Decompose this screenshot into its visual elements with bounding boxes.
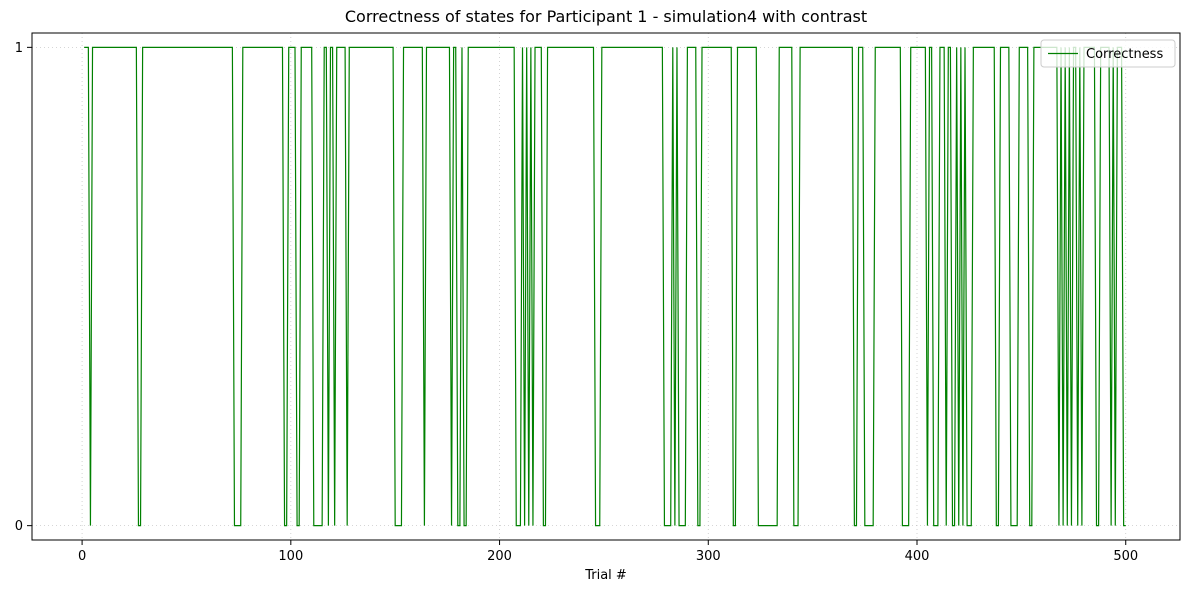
legend-box bbox=[1040, 39, 1176, 68]
x-tick-label: 100 bbox=[278, 549, 303, 564]
series-line-correctness bbox=[84, 46, 1126, 527]
series-layer bbox=[84, 46, 1126, 527]
legend-label-correctness: Correctness bbox=[1086, 47, 1163, 62]
x-axis-label: Trial # bbox=[584, 568, 627, 583]
x-tick-label: 500 bbox=[1113, 549, 1138, 564]
chart-title: Correctness of states for Participant 1 … bbox=[345, 7, 867, 26]
y-tick-label: 1 bbox=[15, 41, 23, 56]
tick-layer: 0 100 200 300 400 500 0 1 bbox=[15, 41, 1138, 564]
legend: Correctness bbox=[1040, 39, 1176, 68]
x-tick-label: 200 bbox=[487, 549, 512, 564]
x-tick-label: 0 bbox=[78, 549, 86, 564]
x-tick-label: 400 bbox=[905, 549, 930, 564]
x-tick-label: 300 bbox=[696, 549, 721, 564]
plot-area-frame bbox=[31, 32, 1181, 541]
y-tick-label: 0 bbox=[15, 519, 23, 534]
